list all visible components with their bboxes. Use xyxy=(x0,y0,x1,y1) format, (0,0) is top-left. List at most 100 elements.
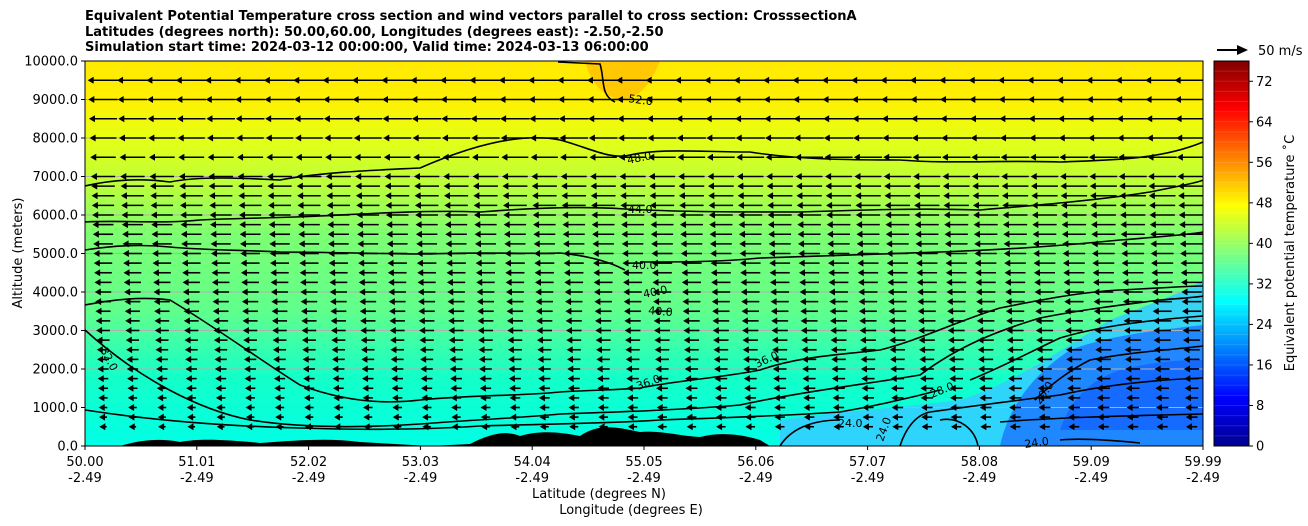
wind-vector-head xyxy=(862,404,869,411)
wind-vector-head xyxy=(268,221,275,229)
wind-vector-head xyxy=(596,365,603,373)
wind-vector-head xyxy=(94,278,101,286)
wind-vector-head xyxy=(595,327,602,334)
wind-vector-head xyxy=(920,375,927,383)
wind-vector-head xyxy=(1089,182,1096,190)
wind-vector-head xyxy=(825,192,832,200)
wind-vector-head xyxy=(623,288,630,296)
wind-vector-head xyxy=(215,394,222,402)
wind-vector-head xyxy=(803,394,810,402)
wind-vector-head xyxy=(678,173,685,180)
wind-vector-head xyxy=(326,182,333,190)
wind-vector-head xyxy=(1088,153,1095,161)
wind-vector-head xyxy=(1005,298,1012,306)
wind-vector-head xyxy=(386,221,393,229)
wind-vector-head xyxy=(685,375,692,383)
wind-vector-head xyxy=(1096,375,1103,383)
wind-vector-head xyxy=(980,413,987,421)
wind-vector-head xyxy=(950,404,957,411)
wind-vector-head xyxy=(1031,182,1038,190)
wind-vector-head xyxy=(562,211,569,219)
wind-vector-head xyxy=(598,413,605,421)
wind-vector-head xyxy=(792,76,799,84)
wind-vector-head xyxy=(155,355,162,363)
wind-vector-head xyxy=(241,278,248,286)
wind-vector-head xyxy=(1038,404,1045,411)
wind-vector-head xyxy=(1004,269,1011,277)
wind-vector-head xyxy=(334,423,341,431)
wind-vector-head xyxy=(827,250,834,257)
wind-vector-head xyxy=(359,298,366,306)
wind-vector-head xyxy=(302,355,309,363)
wind-vector-head xyxy=(123,269,130,277)
wind-vector-head xyxy=(474,230,481,238)
wind-vector-head xyxy=(179,173,186,180)
y-tick-label: 8000.0 xyxy=(33,132,79,147)
wind-vector-head xyxy=(971,173,978,180)
wind-vector-head xyxy=(117,76,124,84)
wind-vector-head xyxy=(767,201,774,209)
wind-vector-head xyxy=(211,259,218,267)
wind-vector-head xyxy=(565,307,572,315)
x-tick-label-lat: 50.00 xyxy=(66,455,103,470)
wind-vector-head xyxy=(91,192,98,200)
wind-vector-head xyxy=(713,346,720,354)
wind-vector-head xyxy=(1004,278,1011,286)
contour-48 xyxy=(85,137,1203,187)
wind-vector-head xyxy=(179,192,186,200)
wind-vector-head xyxy=(885,221,892,229)
wind-vector-head xyxy=(445,240,452,248)
wind-vector-head xyxy=(1063,288,1070,296)
wind-vector-head xyxy=(738,221,745,229)
wind-vector-head xyxy=(88,115,95,123)
wind-vector-head xyxy=(303,375,310,383)
wind-vector-head xyxy=(92,230,99,238)
wind-vector-head xyxy=(738,230,745,238)
wind-vector-head xyxy=(737,192,744,200)
wind-vector-head xyxy=(508,355,515,363)
wind-vector-head xyxy=(1180,259,1187,267)
wind-vector-head xyxy=(240,259,247,267)
wind-vector-head xyxy=(797,221,804,229)
wind-vector-head xyxy=(1006,317,1013,325)
wind-vector-head xyxy=(297,211,304,219)
wind-vector-head xyxy=(560,153,567,161)
wind-vector-head xyxy=(381,96,388,103)
wind-vector-head xyxy=(740,269,747,277)
wind-vector-head xyxy=(92,211,99,219)
wind-vector-head xyxy=(1006,327,1013,334)
wind-vector-head xyxy=(943,192,950,200)
wind-vector-head xyxy=(362,384,369,392)
wind-vector-head xyxy=(998,76,1005,84)
wind-vector-head xyxy=(1064,298,1071,306)
wind-vector-head xyxy=(763,96,770,103)
wind-vector-head xyxy=(623,298,630,306)
wind-vector-head xyxy=(1179,230,1186,238)
wind-vector-head xyxy=(152,259,159,267)
wind-vector-head xyxy=(1060,173,1067,180)
contour-label: 52.0 xyxy=(628,92,654,108)
wind-vector-head xyxy=(885,230,892,238)
wind-vector-head xyxy=(388,278,395,286)
wind-vector-head xyxy=(89,134,96,142)
wind-vector-head xyxy=(970,115,977,123)
wind-vector-head xyxy=(331,346,338,354)
wind-vector-head xyxy=(827,230,834,238)
wind-vector-head xyxy=(939,96,946,103)
wind-vector-head xyxy=(447,288,454,296)
wind-vector-head xyxy=(645,76,652,84)
wind-vector-head xyxy=(828,259,835,267)
wind-vector-head xyxy=(1148,173,1155,180)
wind-vector-head xyxy=(363,404,370,411)
wind-vector-head xyxy=(1066,375,1073,383)
wind-vector-head xyxy=(858,298,865,306)
wind-vector-head xyxy=(386,230,393,238)
wind-vector-head xyxy=(1035,317,1042,325)
wind-vector-head xyxy=(241,298,248,306)
wind-vector-head xyxy=(914,211,921,219)
x-tick-label-lon: -2.49 xyxy=(851,471,885,486)
wind-vector-head xyxy=(594,307,601,315)
wind-vector-head xyxy=(596,375,603,383)
wind-vector-head xyxy=(567,384,574,392)
wind-vector-head xyxy=(914,201,921,209)
